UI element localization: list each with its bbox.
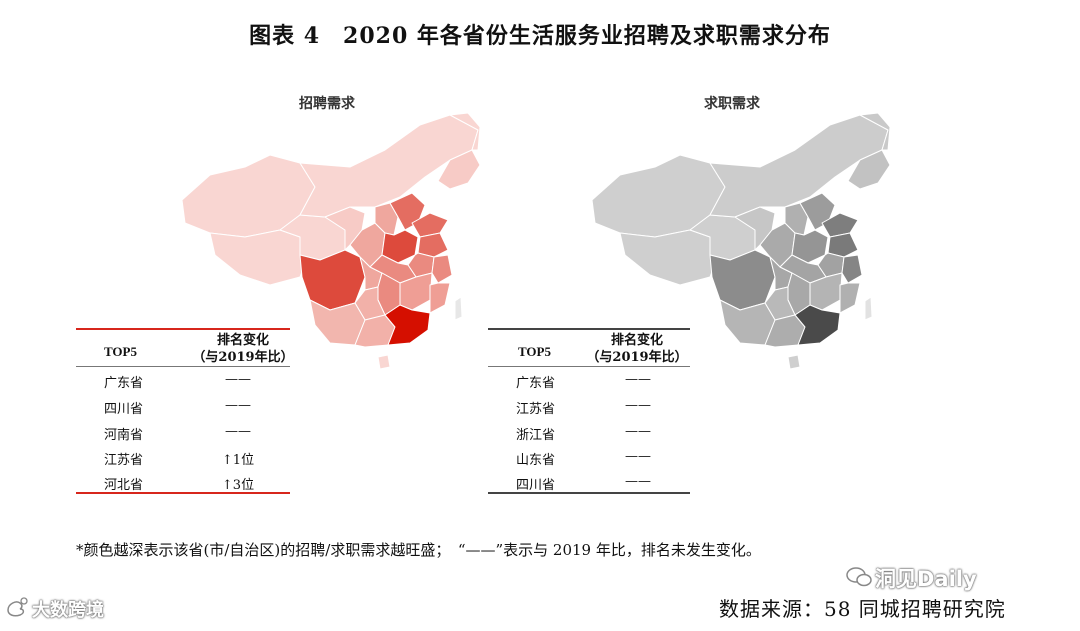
- table-header-rule: [488, 366, 690, 367]
- region-guangdong: [384, 304, 431, 346]
- figure-title: 图表 4 2020 年各省份生活服务业招聘及求职需求分布: [249, 23, 831, 49]
- table-row-province: 河北省: [104, 478, 144, 493]
- region-guangdong: [794, 304, 841, 346]
- table-header-top5: TOP5: [518, 344, 551, 359]
- table-row-change: ——: [225, 372, 251, 387]
- region-northeast: [847, 149, 890, 190]
- table-header-change: 排名变化 （与2019年比）: [192, 333, 294, 365]
- table-row-province: 广东省: [104, 376, 144, 391]
- table-row-province: 江苏省: [516, 402, 556, 417]
- region-taiwan: [864, 296, 873, 321]
- map-title-jobseeking: 求职需求: [704, 96, 760, 112]
- region-jiangsu: [827, 232, 859, 258]
- table-row-change: ——: [625, 449, 651, 464]
- table-row-change: ——: [225, 424, 251, 439]
- table-row-change: ↑1位: [221, 453, 255, 468]
- table-header-change: 排名变化 （与2019年比）: [586, 333, 688, 365]
- recruitment-top5-table: TOP5 排名变化 （与2019年比） 广东省 —— 四川省 —— 河南省 ——…: [76, 328, 294, 496]
- table-row-province: 四川省: [516, 478, 556, 493]
- region-hainan: [377, 354, 391, 370]
- region-shandong: [411, 212, 449, 238]
- region-sichuan: [709, 249, 776, 311]
- footnote: *颜色越深表示该省(市/自治区)的招聘/求职需求越旺盛； “——”表示与 201…: [76, 541, 761, 559]
- region-heilongjiang: [449, 112, 480, 151]
- table-row-province: 广东省: [516, 376, 556, 391]
- region-inner-mongolia: [299, 114, 479, 218]
- table-row-change: ↑3位: [221, 478, 255, 493]
- weibo-icon: [7, 597, 28, 617]
- region-jiangsu: [417, 232, 449, 258]
- table-row-province: 江苏省: [104, 453, 144, 468]
- region-zhejiang: [431, 254, 453, 284]
- region-sichuan: [299, 249, 366, 311]
- jobseeking-map: [591, 112, 890, 370]
- jobseeking-top5-table: TOP5 排名变化 （与2019年比） 广东省 —— 江苏省 —— 浙江省 ——…: [488, 328, 690, 496]
- region-northeast: [437, 149, 480, 190]
- region-fujian: [839, 282, 861, 314]
- table-row-change: ——: [625, 424, 651, 439]
- data-source: 数据来源：58 同城招聘研究院: [719, 597, 1006, 621]
- table-top-rule: [488, 328, 690, 330]
- table-row-change: ——: [225, 398, 251, 413]
- table-row-province: 河南省: [104, 428, 144, 443]
- region-heilongjiang: [859, 112, 890, 151]
- region-taiwan: [454, 296, 463, 321]
- region-zhejiang: [841, 254, 863, 284]
- table-row-change: ——: [625, 372, 651, 387]
- table-bottom-rule: [76, 492, 290, 494]
- table-row-province: 四川省: [104, 402, 144, 417]
- table-header-rule: [76, 366, 290, 367]
- region-shandong: [821, 212, 859, 238]
- wechat-icon: [846, 567, 872, 587]
- table-row-change: ——: [625, 474, 651, 489]
- table-row-province: 山东省: [516, 453, 556, 468]
- region-tibet: [209, 229, 309, 286]
- map-title-recruitment: 招聘需求: [299, 96, 355, 112]
- region-hainan: [787, 354, 801, 370]
- recruitment-map: [181, 112, 480, 370]
- region-inner-mongolia: [709, 114, 889, 218]
- table-row-province: 浙江省: [516, 428, 556, 443]
- region-fujian: [429, 282, 451, 314]
- region-tibet: [619, 229, 719, 286]
- table-top-rule: [76, 328, 290, 330]
- table-row-change: ——: [625, 398, 651, 413]
- table-header-top5: TOP5: [104, 344, 137, 359]
- table-bottom-rule: [488, 492, 690, 494]
